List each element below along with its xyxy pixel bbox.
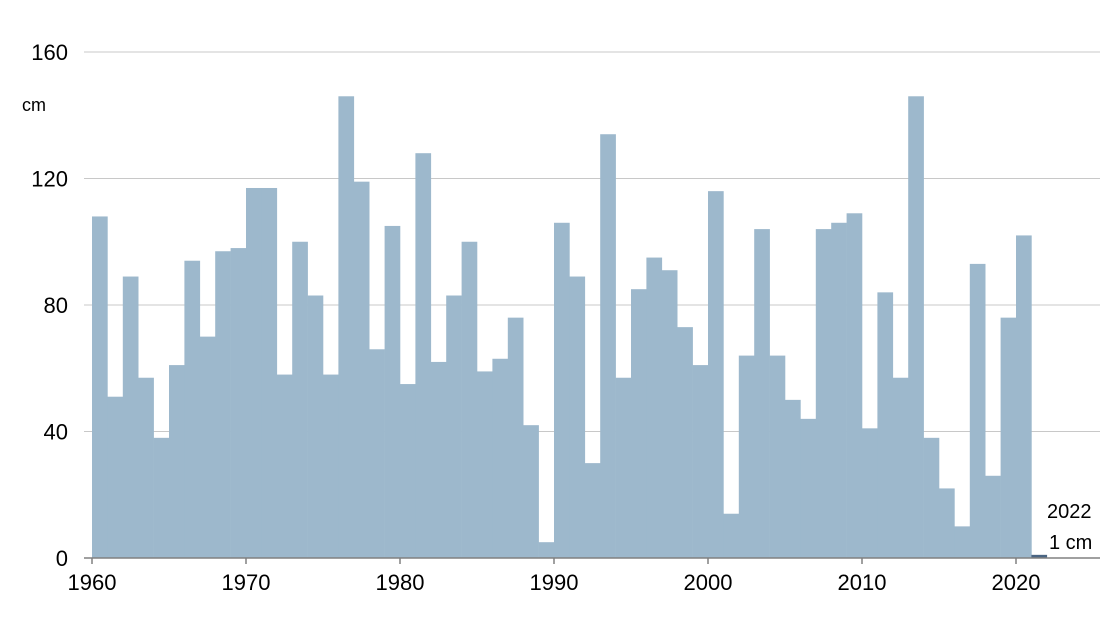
bar bbox=[523, 425, 539, 558]
bar bbox=[138, 377, 154, 558]
bar bbox=[461, 241, 478, 558]
bar bbox=[831, 222, 847, 558]
bar bbox=[846, 213, 863, 558]
bar bbox=[538, 542, 555, 558]
bar bbox=[400, 384, 416, 558]
bar bbox=[369, 349, 385, 558]
bar bbox=[892, 377, 909, 558]
bar bbox=[631, 289, 647, 558]
bar bbox=[169, 365, 185, 558]
x-tick-label: 1960 bbox=[68, 570, 117, 595]
bar bbox=[492, 358, 509, 558]
bars bbox=[92, 96, 1048, 559]
bar bbox=[877, 292, 894, 558]
bar bbox=[507, 317, 524, 558]
bar bbox=[446, 295, 462, 558]
bar bbox=[215, 251, 231, 559]
bar bbox=[646, 257, 663, 558]
bar bbox=[1031, 554, 1048, 558]
bar bbox=[122, 276, 139, 558]
bar bbox=[661, 270, 678, 558]
x-tick-labels: 1960 1970 1980 1990 2000 2010 2020 bbox=[68, 558, 1041, 595]
bar bbox=[430, 361, 447, 558]
bar bbox=[230, 248, 247, 558]
bar bbox=[153, 437, 170, 558]
x-tick-label: 1980 bbox=[376, 570, 425, 595]
bar bbox=[708, 191, 724, 558]
bar bbox=[477, 371, 493, 558]
bar bbox=[600, 134, 616, 558]
bar bbox=[785, 399, 801, 558]
bar bbox=[92, 216, 108, 558]
bar bbox=[199, 336, 216, 558]
bar bbox=[908, 96, 924, 559]
y-tick-labels: 0 40 80 120 160 bbox=[31, 40, 68, 571]
bar bbox=[415, 153, 432, 558]
bar bbox=[615, 377, 632, 558]
bar bbox=[969, 263, 986, 558]
bar bbox=[307, 295, 324, 558]
bar bbox=[1000, 317, 1017, 558]
bar bbox=[107, 396, 124, 558]
bar bbox=[323, 374, 339, 558]
x-tick-label: 1970 bbox=[222, 570, 271, 595]
bar bbox=[738, 355, 755, 558]
bar bbox=[954, 526, 971, 558]
bar bbox=[338, 96, 355, 559]
y-tick-label: 40 bbox=[44, 420, 68, 445]
bar bbox=[384, 225, 401, 558]
bar bbox=[769, 355, 786, 558]
bar bbox=[939, 488, 955, 558]
bar bbox=[184, 260, 201, 558]
bar bbox=[353, 181, 370, 558]
bar bbox=[862, 428, 878, 558]
bar bbox=[292, 241, 308, 558]
bar bbox=[723, 513, 740, 558]
y-axis-unit-label: cm bbox=[22, 95, 46, 115]
bar bbox=[985, 475, 1001, 558]
bar bbox=[554, 222, 570, 558]
bar bbox=[569, 276, 586, 558]
bar bbox=[815, 229, 832, 558]
x-tick-label: 2000 bbox=[684, 570, 733, 595]
y-tick-label: 160 bbox=[31, 40, 68, 65]
latest-value-annotation: 1 cm bbox=[1049, 532, 1092, 554]
y-tick-label: 0 bbox=[56, 546, 68, 571]
bar bbox=[754, 229, 770, 558]
bar bbox=[800, 418, 817, 558]
x-tick-label: 2020 bbox=[992, 570, 1041, 595]
bar bbox=[677, 327, 693, 558]
bar bbox=[584, 463, 601, 558]
bar bbox=[276, 374, 293, 558]
bar bbox=[1016, 235, 1032, 559]
bar bbox=[692, 365, 709, 558]
bar bbox=[246, 187, 262, 559]
x-tick-label: 2010 bbox=[838, 570, 887, 595]
y-tick-label: 80 bbox=[44, 293, 68, 318]
y-tick-label: 120 bbox=[31, 167, 68, 192]
bar bbox=[261, 187, 278, 559]
latest-year-annotation: 2022 bbox=[1047, 501, 1092, 523]
x-tick-label: 1990 bbox=[530, 570, 579, 595]
bar bbox=[923, 437, 940, 558]
